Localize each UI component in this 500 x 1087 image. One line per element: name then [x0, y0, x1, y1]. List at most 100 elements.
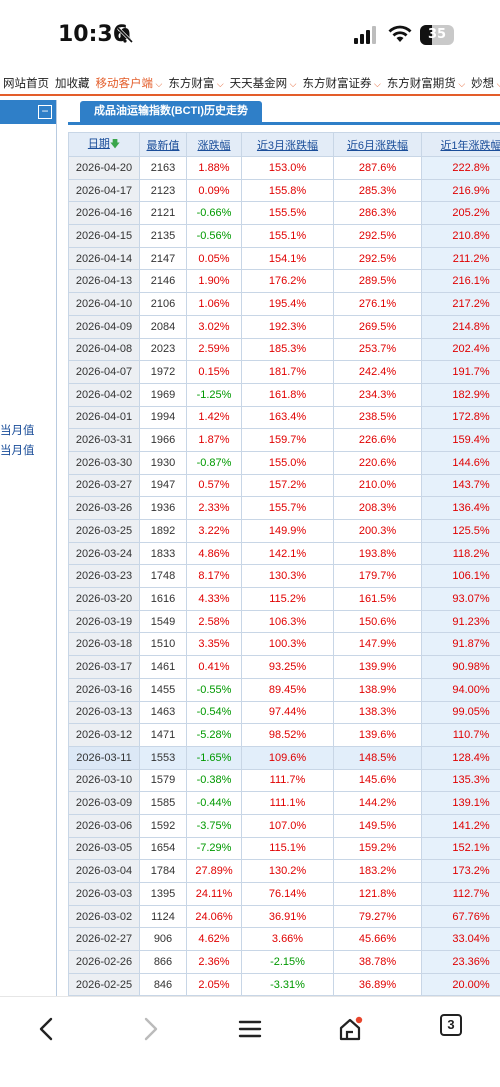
cell-date: 2026-04-09 [68, 314, 140, 339]
cell-6m-change: 276.1% [333, 292, 422, 316]
col-header-1y-change[interactable]: 近1年涨跌幅 [421, 132, 500, 157]
forward-icon[interactable] [136, 1015, 164, 1043]
col-header-change[interactable]: 涨跌幅 [186, 132, 242, 157]
sidebar-link-monthly[interactable]: 当月值 [0, 425, 35, 437]
cell-1y-change: 159.4% [421, 428, 500, 452]
cell-3m-change: 130.3% [241, 564, 334, 589]
chevron-down-icon: ⌵ [287, 79, 297, 89]
nav-item[interactable]: 妙想 ⌵ [468, 74, 500, 94]
cell-change: 2.05% [186, 972, 242, 997]
cell-6m-change: 150.6% [333, 609, 422, 634]
cell-6m-change: 36.89% [333, 972, 422, 997]
cell-3m-change: 157.2% [241, 473, 334, 498]
cell-latest: 1936 [139, 496, 187, 520]
cell-latest: 866 [139, 950, 187, 974]
cell-change: 24.06% [186, 904, 242, 929]
nav-item[interactable]: 东方财富证券 ⌵ [299, 74, 383, 94]
col-header-date[interactable]: 日期🡇 [68, 132, 140, 157]
cell-change: -0.66% [186, 201, 242, 226]
table-header-row: 日期🡇 最新值 涨跌幅 近3月涨跌幅 近6月涨跌幅 近1年涨跌幅 [68, 132, 500, 157]
cell-3m-change: 161.8% [241, 382, 334, 407]
table-row: 2026-03-23 1748 8.17% 130.3% 179.7% 106.1% [68, 564, 500, 589]
cell-change: 3.35% [186, 632, 242, 657]
cell-latest: 1654 [139, 836, 187, 861]
chevron-down-icon: ⌵ [371, 79, 381, 89]
table-row: 2026-02-25 846 2.05% -3.31% 36.89% 20.00% [68, 972, 500, 997]
nav-item[interactable]: 移动客户端 ⌵ [93, 74, 166, 94]
cell-1y-change: 94.00% [421, 677, 500, 702]
cell-1y-change: 141.2% [421, 813, 500, 838]
cell-6m-change: 139.9% [333, 655, 422, 679]
cell-6m-change: 179.7% [333, 564, 422, 589]
table-row: 2026-04-14 2147 0.05% 154.1% 292.5% 211.2% [68, 246, 500, 271]
cell-date: 2026-03-30 [68, 450, 140, 475]
nav-item[interactable]: 网站首页 [0, 74, 52, 94]
cell-1y-change: 112.7% [421, 882, 500, 906]
cell-1y-change: 93.07% [421, 587, 500, 611]
nav-item[interactable]: 天天基金网 ⌵ [227, 74, 300, 94]
cell-latest: 1892 [139, 519, 187, 543]
menu-icon[interactable] [236, 1015, 264, 1043]
sidebar-link-monthly-2[interactable]: 当月值 [0, 445, 35, 457]
nav-item-label: 移动客户端 [95, 78, 154, 90]
back-icon[interactable] [33, 1015, 61, 1043]
left-sidebar: − 当月值 当月值 [0, 100, 57, 1000]
cell-date: 2026-04-02 [68, 382, 140, 407]
cell-1y-change: 136.4% [421, 496, 500, 520]
cell-latest: 2146 [139, 269, 187, 294]
cell-3m-change: 163.4% [241, 405, 334, 430]
cell-1y-change: 216.1% [421, 269, 500, 294]
cell-1y-change: 216.9% [421, 178, 500, 203]
nav-item[interactable]: 加收藏 [52, 74, 93, 94]
table-row: 2026-03-09 1585 -0.44% 111.1% 144.2% 139.1% [68, 791, 500, 815]
nav-item-label: 妙想 [471, 78, 495, 90]
cell-6m-change: 144.2% [333, 791, 422, 815]
cell-latest: 2123 [139, 178, 187, 203]
cell-3m-change: 185.3% [241, 337, 334, 362]
cell-3m-change: 109.6% [241, 745, 334, 770]
cell-6m-change: 210.0% [333, 473, 422, 498]
table-row: 2026-03-17 1461 0.41% 93.25% 139.9% 90.98% [68, 655, 500, 679]
cell-1y-change: 139.1% [421, 791, 500, 815]
bell-muted-icon [116, 26, 134, 44]
cell-1y-change: 172.8% [421, 405, 500, 430]
history-table: 日期🡇 最新值 涨跌幅 近3月涨跌幅 近6月涨跌幅 近1年涨跌幅 2026-04… [68, 132, 500, 997]
collapse-icon[interactable]: − [38, 105, 52, 119]
nav-item[interactable]: 东方财富 ⌵ [165, 74, 226, 94]
table-row: 2026-03-27 1947 0.57% 157.2% 210.0% 143.7% [68, 473, 500, 498]
history-table-container: 日期🡇 最新值 涨跌幅 近3月涨跌幅 近6月涨跌幅 近1年涨跌幅 2026-04… [68, 132, 500, 997]
nav-item[interactable]: 东方财富期货 ⌵ [384, 74, 468, 94]
col-header-3m-change[interactable]: 近3月涨跌幅 [241, 132, 334, 157]
cell-change: 0.41% [186, 655, 242, 679]
cell-change: -0.54% [186, 700, 242, 725]
table-row: 2026-03-05 1654 -7.29% 115.1% 159.2% 152.1% [68, 836, 500, 861]
table-row: 2026-03-02 1124 24.06% 36.91% 79.27% 67.76% [68, 904, 500, 929]
cell-1y-change: 217.2% [421, 292, 500, 316]
cell-date: 2026-03-11 [68, 745, 140, 770]
cell-3m-change: 76.14% [241, 882, 334, 906]
cell-latest: 1579 [139, 768, 187, 793]
col-header-latest[interactable]: 最新值 [139, 132, 187, 157]
cell-change: 4.62% [186, 927, 242, 952]
table-row: 2026-04-17 2123 0.09% 155.8% 285.3% 216.9% [68, 178, 500, 203]
cell-3m-change: 154.1% [241, 246, 334, 271]
top-nav: 网站首页 加收藏 移动客户端 ⌵ 东方财富 ⌵ 天天基金网 ⌵ 东方财富证券 ⌵ 东方财富期… [0, 74, 500, 96]
cell-1y-change: 128.4% [421, 745, 500, 770]
table-row: 2026-03-24 1833 4.86% 142.1% 193.8% 118.2% [68, 541, 500, 566]
cell-latest: 846 [139, 972, 187, 997]
nav-item-label: 东方财富 [168, 78, 215, 90]
cell-change: -0.56% [186, 224, 242, 248]
cell-1y-change: 23.36% [421, 950, 500, 974]
cell-1y-change: 110.7% [421, 723, 500, 747]
home-icon[interactable] [336, 1015, 364, 1043]
tab-count-button[interactable]: 3 [440, 1014, 462, 1036]
cell-date: 2026-04-01 [68, 405, 140, 430]
cell-6m-change: 285.3% [333, 178, 422, 203]
cell-date: 2026-04-17 [68, 178, 140, 203]
cell-1y-change: 118.2% [421, 541, 500, 566]
cell-6m-change: 149.5% [333, 813, 422, 838]
cell-6m-change: 45.66% [333, 927, 422, 952]
cell-latest: 1461 [139, 655, 187, 679]
col-header-6m-change[interactable]: 近6月涨跌幅 [333, 132, 422, 157]
cell-latest: 1592 [139, 813, 187, 838]
